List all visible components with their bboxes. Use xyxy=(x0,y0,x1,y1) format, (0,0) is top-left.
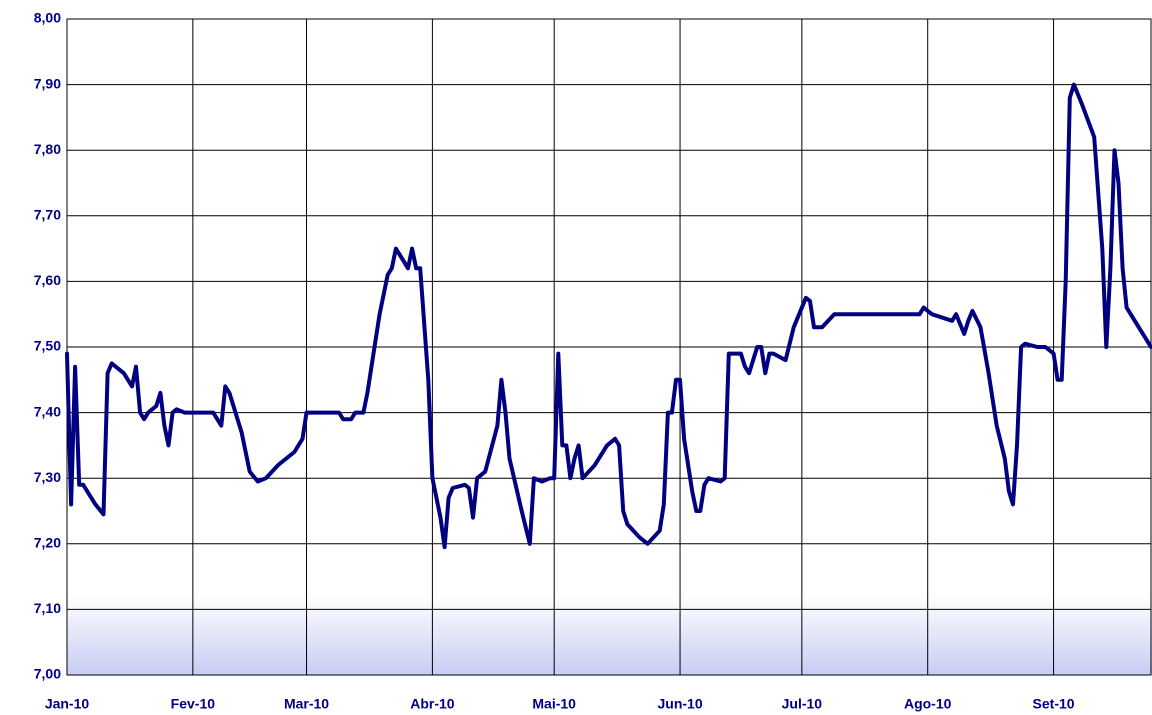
x-tick-label: Mar-10 xyxy=(284,696,329,712)
x-tick-label: Set-10 xyxy=(1033,696,1075,712)
y-tick-label: 7,40 xyxy=(34,403,61,419)
y-tick-label: 7,60 xyxy=(34,272,61,288)
y-tick-label: 7,00 xyxy=(34,666,61,682)
y-tick-label: 7,30 xyxy=(34,469,61,485)
plot-shade xyxy=(67,595,1152,675)
y-tick-label: 8,00 xyxy=(34,10,61,26)
y-tick-label: 7,20 xyxy=(34,535,61,551)
x-tick-label: Fev-10 xyxy=(171,696,216,712)
y-tick-label: 7,10 xyxy=(34,600,61,616)
x-tick-label: Jul-10 xyxy=(782,696,823,712)
x-tick-label: Mai-10 xyxy=(532,696,576,712)
x-tick-label: Jan-10 xyxy=(45,696,90,712)
line xyxy=(65,82,1152,550)
x-tick-label: Abr-10 xyxy=(410,696,455,712)
y-tick-label: 7,70 xyxy=(34,207,61,223)
y-tick-label: 7,80 xyxy=(34,141,61,157)
y-tick-label: 7,50 xyxy=(34,338,61,354)
x-tick-label: Jun-10 xyxy=(657,696,702,712)
y-tick-label: 7,90 xyxy=(34,75,61,91)
x-tick-label: Ago-10 xyxy=(904,696,952,712)
